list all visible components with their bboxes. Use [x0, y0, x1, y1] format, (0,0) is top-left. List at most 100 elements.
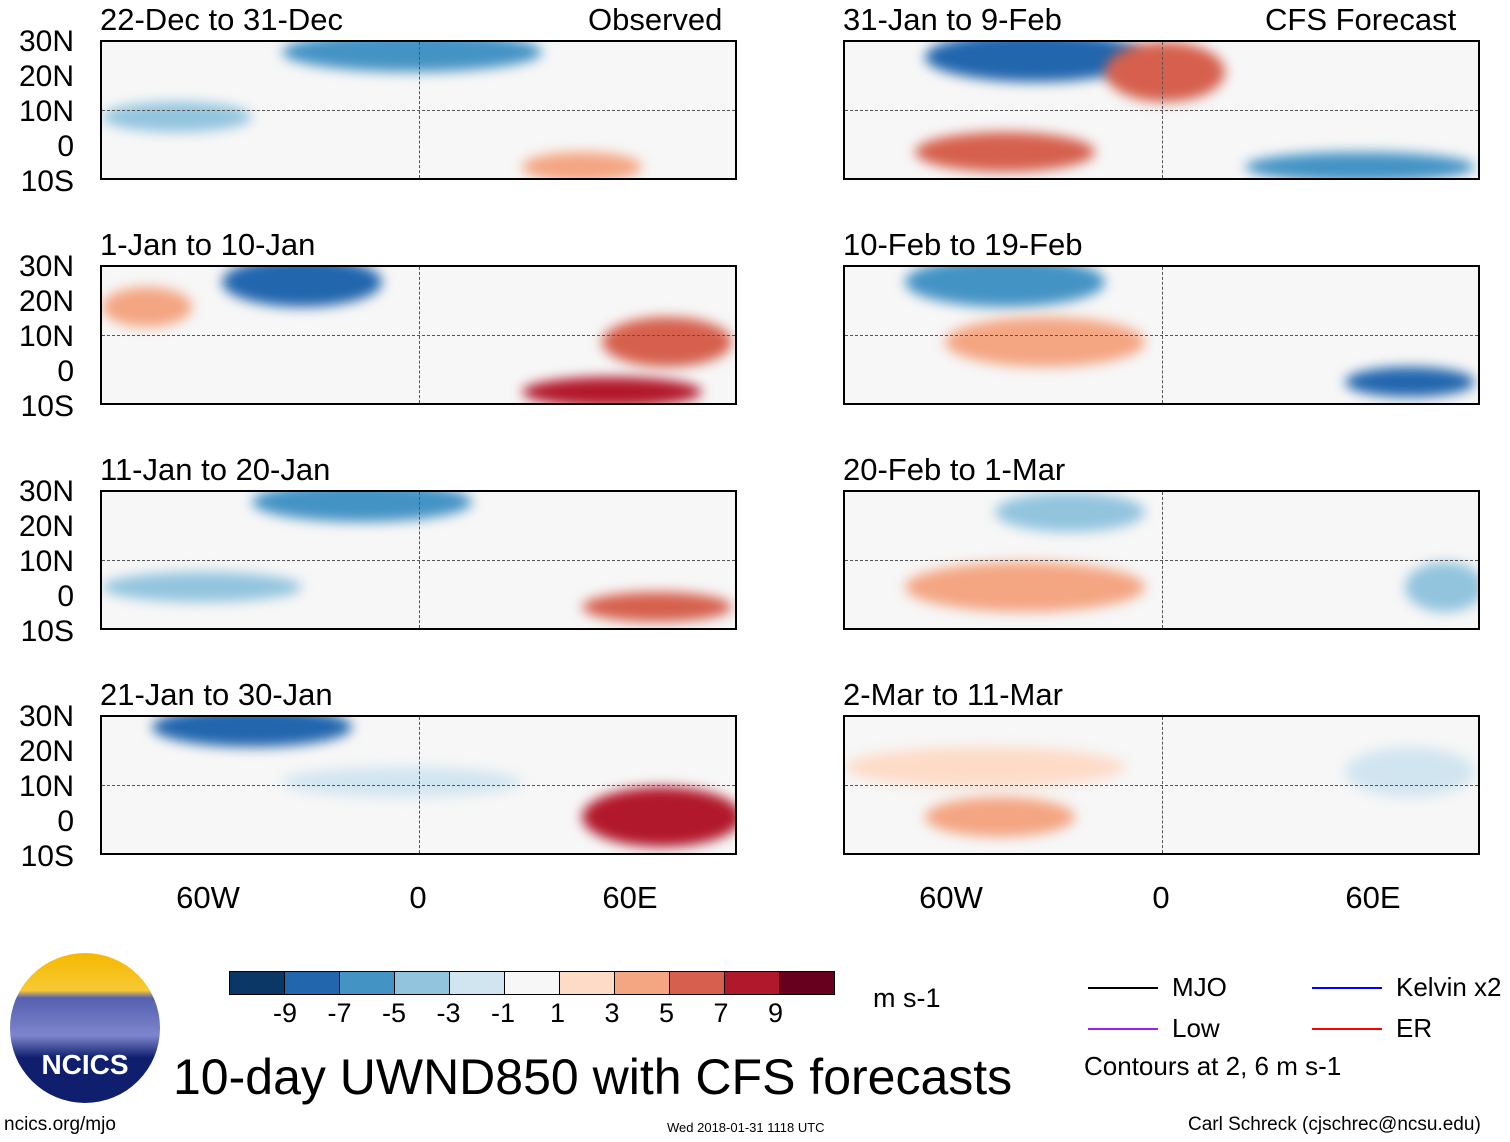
colorbar-tick: 9 — [767, 998, 784, 1028]
colorbar-tick: 7 — [713, 998, 729, 1028]
wind-anomaly-region — [995, 492, 1145, 532]
wind-anomaly-region — [282, 767, 522, 797]
lon-label: 60E — [1345, 880, 1401, 915]
legend-line — [1312, 1028, 1382, 1030]
wind-anomaly-region — [252, 492, 472, 522]
lat-label: 20N — [18, 735, 74, 768]
panel-title: 1-Jan to 10-Jan — [100, 227, 316, 262]
wind-anomaly-region — [1105, 42, 1225, 102]
colorbar-tick: 5 — [658, 998, 675, 1028]
legend-label: MJO — [1172, 972, 1227, 1002]
prime-meridian-line — [418, 492, 420, 628]
map-panel — [843, 265, 1480, 405]
legend-line — [1312, 987, 1382, 989]
colorbar-swatch — [725, 972, 780, 994]
lat-label: 0 — [57, 805, 74, 838]
wind-anomaly-region — [102, 287, 192, 327]
wind-anomaly-region — [522, 377, 702, 403]
prime-meridian-line — [1161, 492, 1163, 628]
panel-title: 22-Dec to 31-Dec — [100, 2, 343, 37]
logo-text: NCICS — [41, 1049, 129, 1080]
lat-label: 20N — [18, 285, 74, 318]
panel-title: 20-Feb to 1-Mar — [843, 452, 1066, 487]
lat-label: 0 — [57, 355, 74, 388]
wind-anomaly-region — [102, 102, 252, 132]
lon-label: 60E — [602, 880, 658, 915]
colorbar-tick: 1 — [549, 998, 566, 1028]
wind-anomaly-region — [915, 132, 1095, 172]
ncics-logo: NCICS — [10, 953, 160, 1103]
panel-title: 2-Mar to 11-Mar — [843, 677, 1063, 712]
column-label: Observed — [588, 2, 723, 37]
colorbar-swatch — [670, 972, 725, 994]
lat-label: 30N — [18, 25, 74, 58]
colorbar-swatch — [230, 972, 285, 994]
colorbar-tick: 3 — [604, 998, 620, 1028]
lat-label: 30N — [18, 475, 74, 508]
wind-anomaly-region — [905, 267, 1105, 307]
wind-anomaly-region — [945, 317, 1145, 367]
lat-label: 0 — [57, 580, 74, 613]
map-panel — [843, 40, 1480, 180]
colorbar-swatch — [560, 972, 615, 994]
wind-anomaly-region — [282, 42, 542, 72]
legend-label: Low — [1172, 1013, 1220, 1043]
wind-anomaly-region — [1345, 747, 1475, 797]
footer-timestamp: Wed 2018-01-31 1118 UTC — [667, 1120, 825, 1135]
map-panel — [100, 715, 737, 855]
legend-line — [1088, 987, 1158, 989]
wind-anomaly-region — [602, 317, 732, 367]
column-label: CFS Forecast — [1265, 2, 1457, 37]
footer-url: ncics.org/mjo — [4, 1114, 116, 1135]
colorbar-tick: -1 — [490, 998, 516, 1028]
prime-meridian-line — [1161, 717, 1163, 853]
lat-label: 10N — [18, 320, 74, 353]
map-panel — [100, 265, 737, 405]
wind-anomaly-region — [102, 572, 302, 602]
lon-label: 60W — [176, 880, 240, 915]
colorbar-swatch — [780, 972, 834, 994]
wind-anomaly-region — [522, 152, 642, 178]
lat-label: 30N — [18, 250, 74, 283]
wind-anomaly-region — [905, 562, 1145, 612]
panel-title: 11-Jan to 20-Jan — [100, 452, 331, 487]
colorbar-swatch — [395, 972, 450, 994]
colorbar-swatch — [615, 972, 670, 994]
wind-anomaly-region — [152, 717, 352, 747]
panel-title: 31-Jan to 9-Feb — [843, 2, 1062, 37]
colorbar-swatch — [505, 972, 560, 994]
colorbar-tick: -5 — [381, 998, 407, 1028]
lat-label: 10S — [20, 390, 74, 423]
colorbar-tick: -7 — [327, 998, 352, 1028]
wind-anomaly-region — [925, 797, 1075, 837]
colorbar-swatch — [340, 972, 395, 994]
colorbar-swatch — [450, 972, 505, 994]
legend-label: Kelvin x2 — [1396, 972, 1502, 1002]
prime-meridian-line — [418, 267, 420, 403]
wind-anomaly-region — [582, 592, 732, 622]
lat-label: 20N — [18, 60, 74, 93]
lon-label: 0 — [409, 880, 427, 915]
colorbar-tick: -3 — [436, 998, 461, 1028]
lat-label: 10S — [20, 840, 74, 873]
lon-label: 0 — [1152, 880, 1170, 915]
contour-note: Contours at 2, 6 m s-1 — [1084, 1051, 1342, 1081]
lat-label: 10N — [18, 770, 74, 803]
map-panel — [100, 40, 737, 180]
colorbar-units: m s-1 — [873, 983, 941, 1013]
lon-label: 60W — [919, 880, 983, 915]
colorbar — [229, 971, 835, 995]
legend-label: ER — [1396, 1013, 1433, 1043]
wind-anomaly-region — [222, 267, 382, 307]
lat-label: 0 — [57, 130, 74, 163]
map-panel — [843, 490, 1480, 630]
lat-label: 10S — [20, 615, 74, 648]
wind-anomaly-region — [1345, 367, 1475, 397]
lat-label: 10N — [18, 545, 74, 578]
wind-anomaly-region — [582, 787, 735, 847]
prime-meridian-line — [418, 717, 420, 853]
footer-author: Carl Schreck (cjschrec@ncsu.edu) — [1188, 1114, 1481, 1135]
panel-title: 10-Feb to 19-Feb — [843, 227, 1083, 262]
lat-label: 10S — [20, 165, 74, 198]
lat-label: 10N — [18, 95, 74, 128]
